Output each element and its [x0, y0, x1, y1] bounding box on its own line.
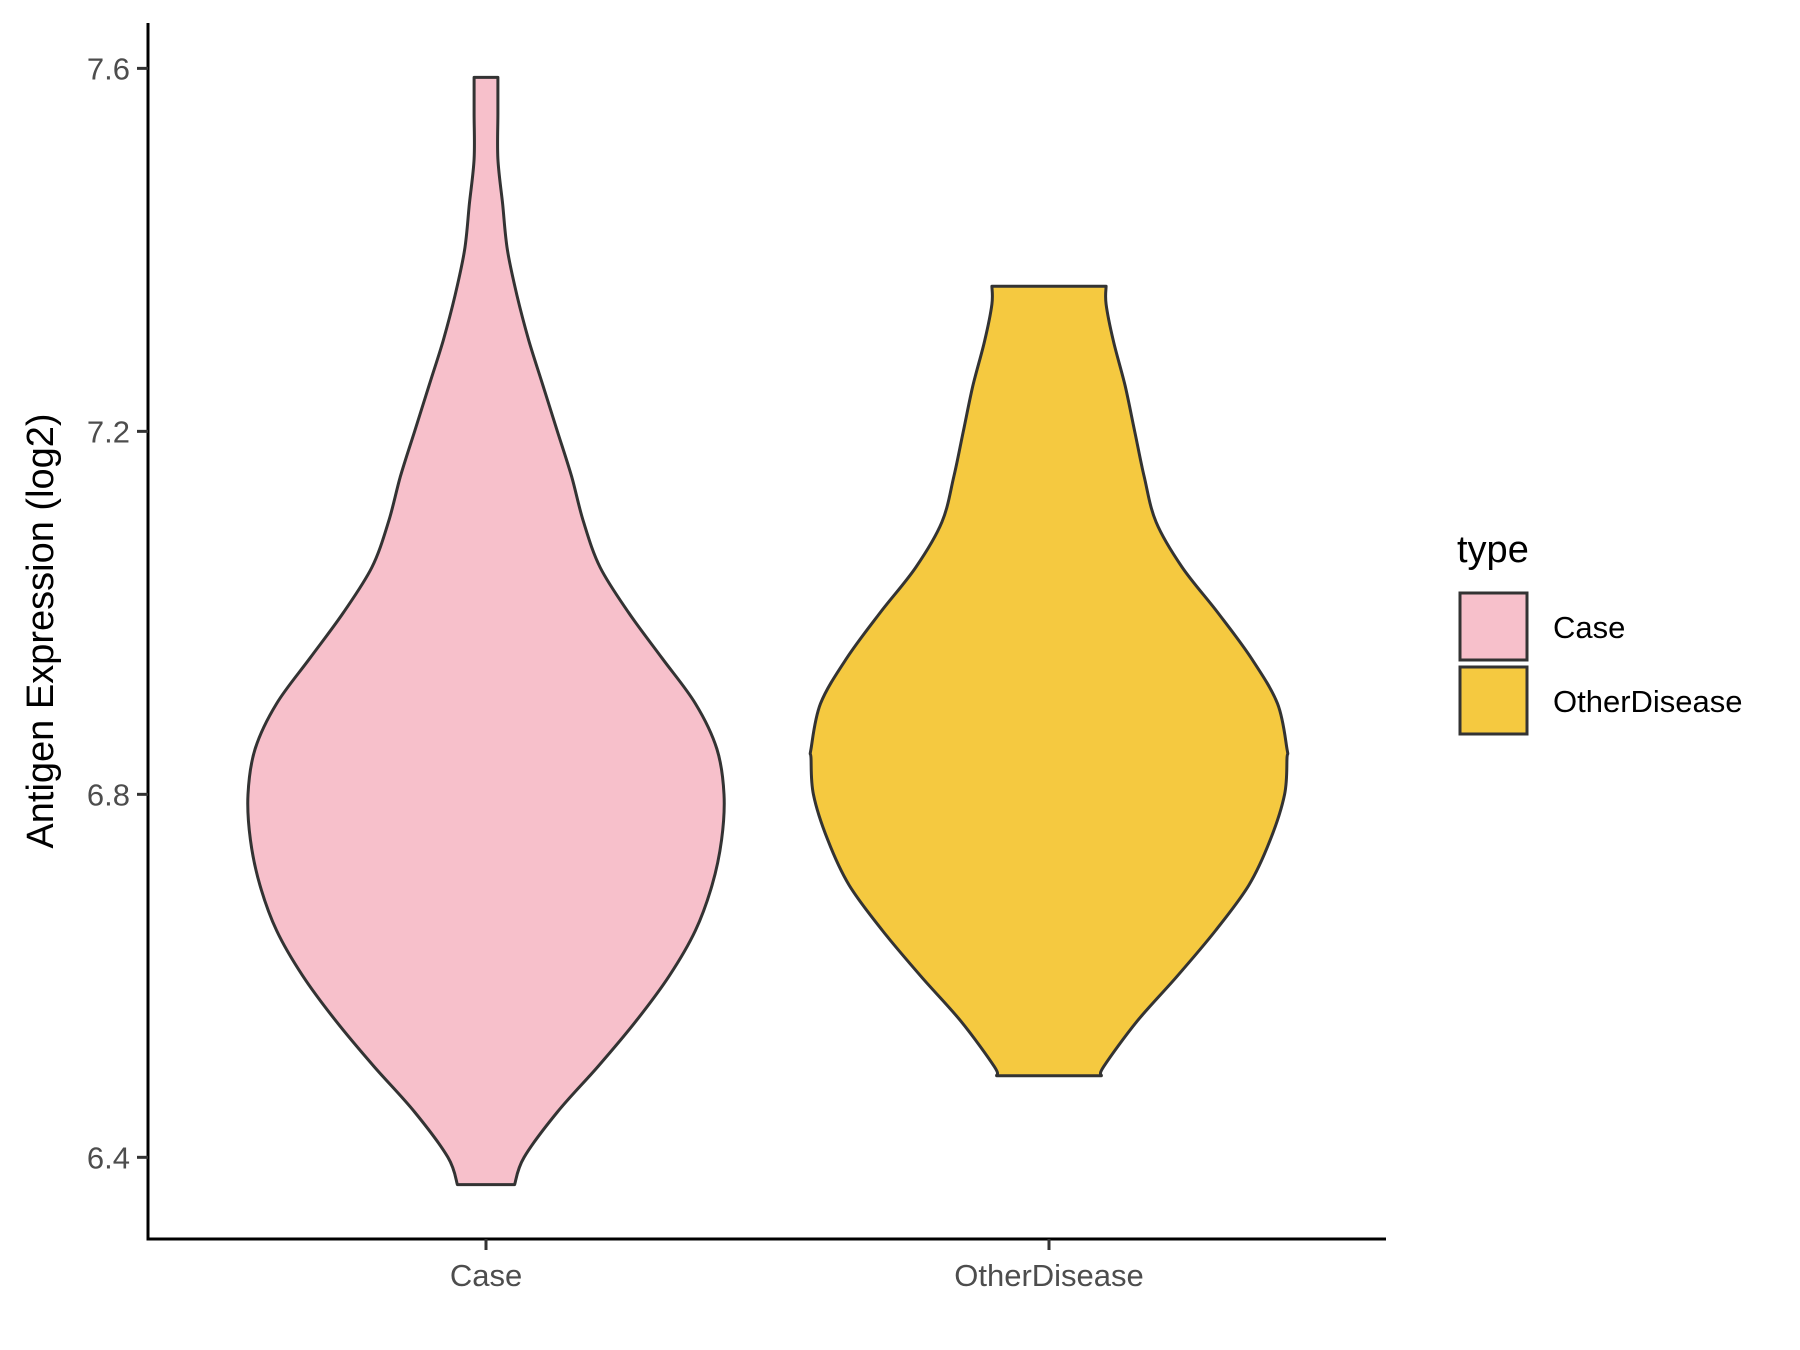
legend-label-case: Case: [1553, 610, 1625, 645]
y-tick-label: 6.8: [87, 777, 130, 812]
legend-key-otherdisease: [1458, 665, 1529, 736]
violin-case: [246, 75, 726, 1187]
y-axis-title: Antigen Expression (log2): [20, 413, 62, 848]
legend-title: type: [1457, 529, 1529, 571]
y-tick-label: 6.4: [87, 1140, 130, 1175]
legend: type Case OtherDisease: [1457, 529, 1743, 736]
y-tick-label: 7.2: [87, 414, 130, 449]
x-tick-label: OtherDisease: [954, 1258, 1144, 1293]
legend-label-otherdisease: OtherDisease: [1553, 684, 1743, 719]
violin-otherdisease: [808, 284, 1290, 1078]
y-ticks: 6.4 6.8 7.2 7.6: [87, 51, 148, 1175]
legend-key-case: [1458, 591, 1529, 662]
x-tick-label: Case: [450, 1258, 522, 1293]
violins-layer: [246, 75, 1290, 1187]
y-tick-label: 7.6: [87, 51, 130, 86]
x-ticks: Case OtherDisease: [450, 1239, 1144, 1293]
